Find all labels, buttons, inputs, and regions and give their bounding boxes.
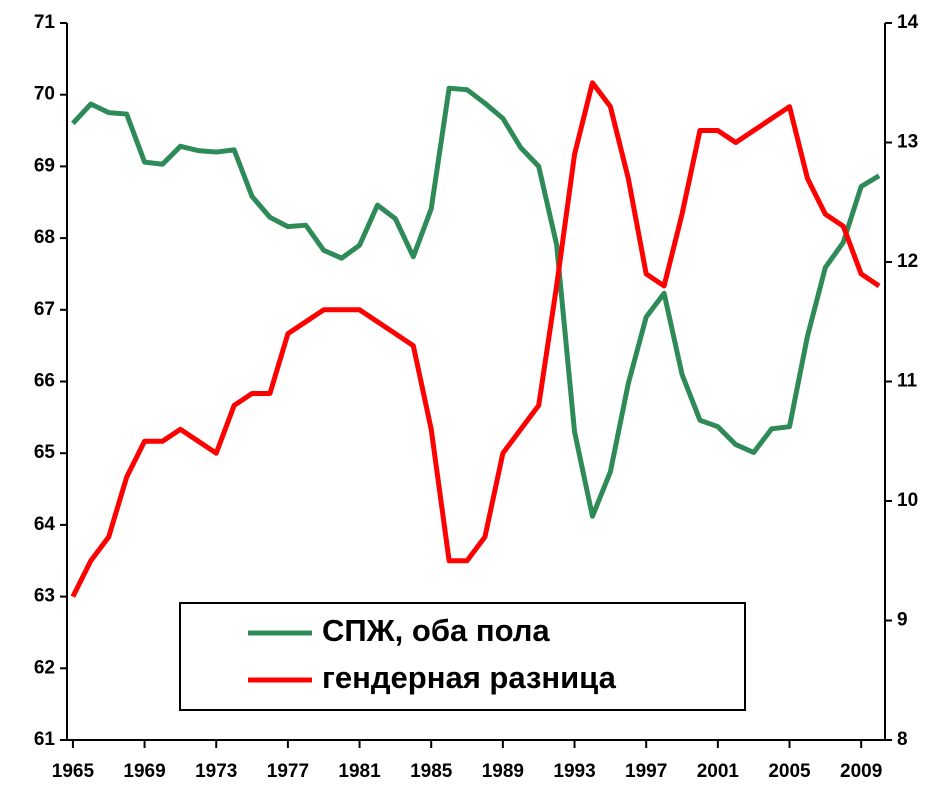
- x-tick-label: 1973: [195, 761, 237, 782]
- series-line: [70, 80, 881, 598]
- series-line: [71, 85, 881, 519]
- x-tick-label: 1969: [123, 761, 165, 782]
- y-tick-label: 69: [34, 155, 55, 176]
- x-tick-label: 2009: [840, 761, 882, 782]
- y-tick-label: 71: [34, 12, 56, 33]
- y2-tick-label: 10: [897, 490, 918, 511]
- x-tick-label: 1985: [410, 761, 453, 782]
- y-tick-label: 66: [34, 371, 55, 392]
- x-tick-label: 1989: [482, 761, 524, 782]
- x-tick-label: 2001: [697, 761, 740, 782]
- x-tick-label: 1993: [553, 761, 595, 782]
- y-tick-label: 62: [34, 657, 55, 678]
- x-tick-label: 1981: [338, 761, 381, 782]
- y-tick-label: 70: [34, 84, 55, 105]
- x-tick-label: 1965: [52, 761, 95, 782]
- legend-label: СПЖ, оба пола: [322, 613, 550, 648]
- y-tick-label: 61: [34, 729, 56, 750]
- y-tick-label: 63: [34, 586, 55, 607]
- y2-tick-label: 13: [897, 132, 918, 153]
- y2-tick-label: 14: [897, 12, 919, 33]
- y2-tick-label: 9: [897, 610, 908, 631]
- y2-tick-label: 11: [897, 371, 918, 392]
- legend-box: [179, 602, 746, 711]
- y2-tick-label: 12: [897, 251, 918, 272]
- x-tick-label: 1977: [267, 761, 309, 782]
- y2-tick-label: 8: [897, 729, 908, 750]
- y-tick-label: 65: [34, 442, 56, 463]
- y-tick-label: 67: [34, 299, 55, 320]
- y-tick-label: 64: [34, 514, 56, 535]
- y-tick-label: 68: [34, 227, 55, 248]
- x-tick-label: 2005: [768, 761, 811, 782]
- legend-label: гендерная разница: [322, 660, 617, 695]
- x-tick-label: 1997: [625, 761, 667, 782]
